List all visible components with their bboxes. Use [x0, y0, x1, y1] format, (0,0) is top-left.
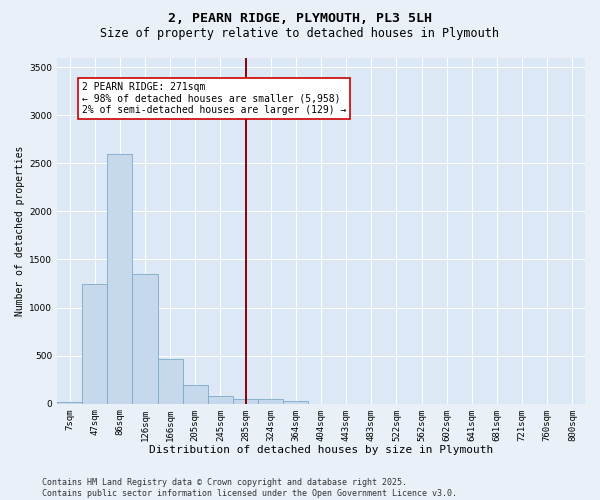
Bar: [57, 402, 82, 404]
Bar: [107, 154, 133, 404]
Bar: [208, 396, 233, 404]
Text: Contains HM Land Registry data © Crown copyright and database right 2025.
Contai: Contains HM Land Registry data © Crown c…: [42, 478, 457, 498]
Text: 2 PEARN RIDGE: 271sqm
← 98% of detached houses are smaller (5,958)
2% of semi-de: 2 PEARN RIDGE: 271sqm ← 98% of detached …: [82, 82, 347, 114]
Bar: [233, 399, 258, 404]
Bar: [158, 360, 183, 404]
X-axis label: Distribution of detached houses by size in Plymouth: Distribution of detached houses by size …: [149, 445, 493, 455]
Text: Size of property relative to detached houses in Plymouth: Size of property relative to detached ho…: [101, 28, 499, 40]
Bar: [283, 401, 308, 404]
Y-axis label: Number of detached properties: Number of detached properties: [15, 146, 25, 316]
Bar: [258, 399, 283, 404]
Bar: [133, 274, 158, 404]
Bar: [183, 386, 208, 404]
Text: 2, PEARN RIDGE, PLYMOUTH, PL3 5LH: 2, PEARN RIDGE, PLYMOUTH, PL3 5LH: [168, 12, 432, 26]
Bar: [82, 284, 107, 404]
